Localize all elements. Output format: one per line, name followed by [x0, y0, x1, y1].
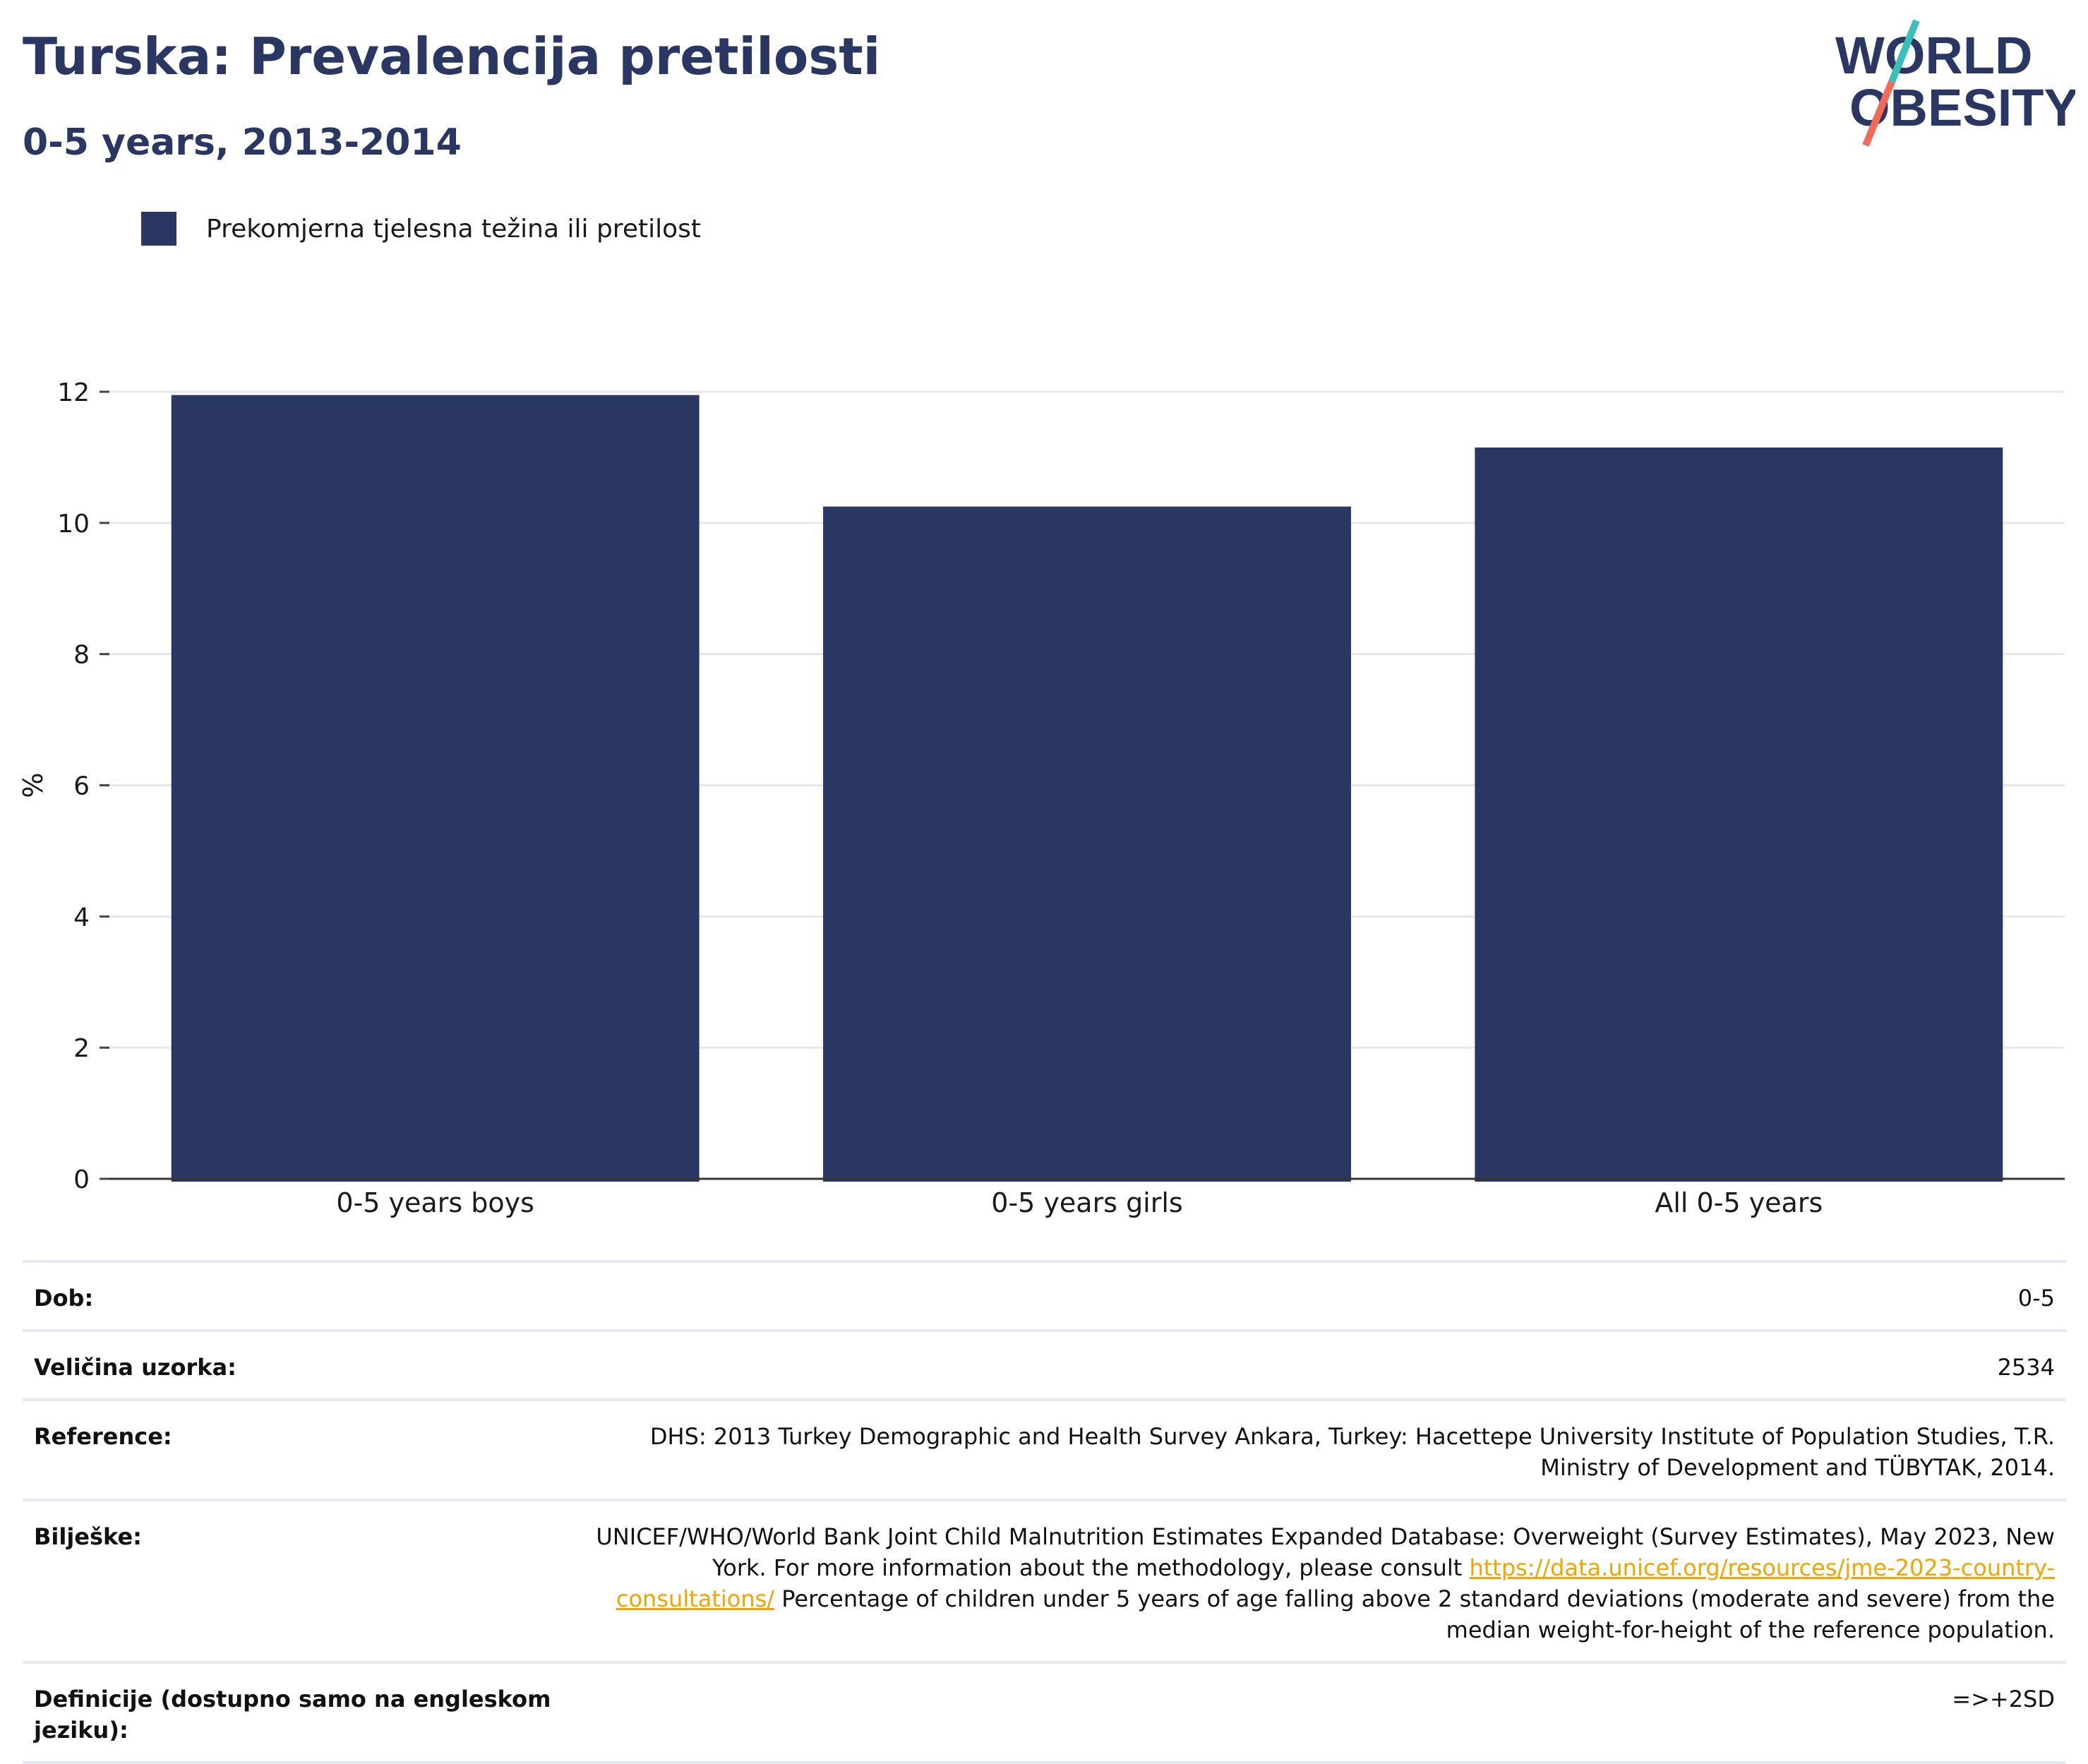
- bar-chart-svg: 0 2 4 6 8 10 12 0-5 years boys 0-5 years girls Al…: [18, 378, 2065, 1218]
- info-value: DHS: 2013 Turkey Demographic and Health …: [649, 1423, 2055, 1481]
- x-tick-label: 0-5 years boys: [336, 1187, 534, 1218]
- methodology-link[interactable]: https://data.unicef.org/resources/jme-20…: [616, 1554, 2055, 1612]
- info-table: Dob: 0-5 Veličina uzorka: 2534 Reference…: [23, 1260, 2066, 1764]
- chart-legend: Prekomjerna tjelesna težina ili pretilos…: [141, 210, 701, 247]
- info-value: 2534: [1997, 1354, 2055, 1381]
- y-tick-label: 4: [73, 903, 90, 932]
- info-label: Definicije (dostupno samo na engleskom j…: [34, 1686, 551, 1744]
- y-tick-label: 12: [57, 378, 90, 407]
- legend-label: Prekomjerna tjelesna težina ili pretilos…: [206, 214, 701, 244]
- info-row-age: Dob: 0-5: [23, 1260, 2066, 1329]
- y-tick-label: 10: [57, 510, 90, 539]
- info-label: Reference:: [34, 1423, 172, 1450]
- logo-text-world: WORLD: [1835, 26, 2033, 85]
- world-obesity-logo: WORLD OBESITY: [1835, 20, 2075, 147]
- y-tick-label: 8: [73, 641, 90, 670]
- bar: [823, 506, 1351, 1182]
- y-tick-label: 6: [73, 772, 90, 801]
- info-label: Bilješke:: [34, 1523, 142, 1550]
- info-row-sample-size: Veličina uzorka: 2534: [23, 1329, 2066, 1398]
- x-tick-label: 0-5 years girls: [991, 1187, 1182, 1218]
- notes-text-after: Percentage of children under 5 years of …: [774, 1585, 2055, 1643]
- logo-slash-bottom: [1862, 80, 1895, 147]
- y-tick-label: 2: [73, 1034, 90, 1063]
- info-row-reference: Reference: DHS: 2013 Turkey Demographic …: [23, 1398, 2066, 1499]
- page-title: Turska: Prevalencija pretilosti: [23, 27, 881, 86]
- info-row-definitions: Definicije (dostupno samo na engleskom j…: [23, 1661, 2066, 1764]
- info-label: Dob:: [34, 1285, 94, 1312]
- info-value: =>+2SD: [1952, 1686, 2055, 1712]
- y-axis-label: %: [18, 772, 49, 798]
- y-tick-label: 0: [73, 1165, 90, 1194]
- bar: [1475, 447, 2003, 1182]
- info-value: 0-5: [2017, 1285, 2055, 1312]
- logo-slash-top: [1888, 20, 1920, 83]
- notes-text-before: UNICEF/WHO/World Bank Joint Child Malnut…: [596, 1523, 2055, 1581]
- x-tick-label: All 0-5 years: [1655, 1187, 1823, 1218]
- info-value: UNICEF/WHO/World Bank Joint Child Malnut…: [587, 1521, 2055, 1645]
- bar-chart: 0 2 4 6 8 10 12 0-5 years boys 0-5 years girls Al…: [0, 339, 2088, 1228]
- info-row-notes: Bilješke: UNICEF/WHO/World Bank Joint Ch…: [23, 1499, 2066, 1661]
- info-label: Veličina uzorka:: [34, 1354, 236, 1381]
- page-subtitle: 0-5 years, 2013-2014: [23, 121, 462, 164]
- legend-swatch: [141, 212, 176, 246]
- bar: [171, 395, 700, 1182]
